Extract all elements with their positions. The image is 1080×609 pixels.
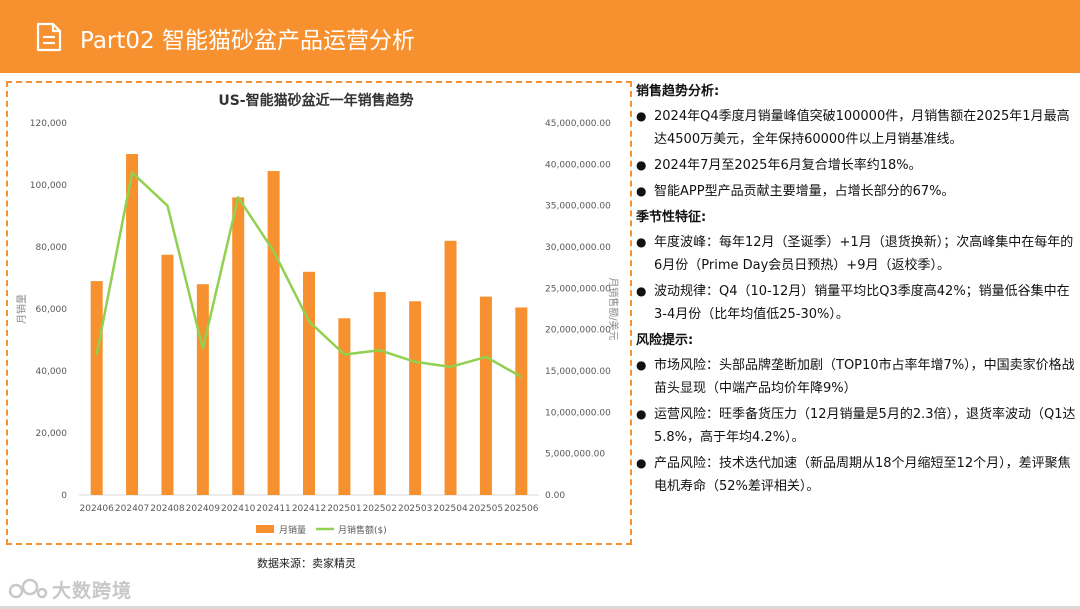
page-title: Part02 智能猫砂盆产品运营分析 bbox=[80, 28, 415, 54]
y-axis-label: 月销量 bbox=[15, 294, 28, 324]
bullet-item: 2024年7月至2025年6月复合增长率约18%。 bbox=[636, 154, 1076, 177]
line-point bbox=[343, 353, 345, 355]
line-point bbox=[96, 353, 98, 355]
header-bar: Part02 智能猫砂盆产品运营分析 bbox=[0, 0, 1080, 73]
x-tick-label: 202406 bbox=[80, 504, 115, 514]
bottom-divider bbox=[0, 606, 1080, 609]
legend-bar-label: 月销量 bbox=[279, 524, 306, 536]
line-point bbox=[450, 366, 452, 368]
x-tick-label: 202503 bbox=[398, 504, 432, 514]
x-tick-label: 202407 bbox=[115, 504, 149, 514]
bar bbox=[515, 307, 528, 495]
sales-trend-chart: US-智能猫砂盆近一年销售趋势 0 20,000 40,000 60,000 80,000… bbox=[15, 92, 620, 536]
y2-tick-label: 35,000,000.00 bbox=[545, 202, 611, 212]
brand-logo: 大数跨境 bbox=[8, 575, 132, 603]
y-tick-label: 20,000 bbox=[36, 429, 68, 439]
line-point bbox=[414, 361, 416, 363]
y2-tick-label: 45,000,000.00 bbox=[545, 119, 611, 129]
bar bbox=[267, 171, 280, 496]
bullet-item: 市场风险：头部品牌垄断加剧（TOP10市占率年增7%），中国卖家价格战苗头显现（… bbox=[636, 354, 1076, 400]
bullet-item: 智能APP型产品贡献主要增量，占增长部分的67%。 bbox=[636, 180, 1076, 203]
document-icon bbox=[36, 22, 62, 52]
bar bbox=[338, 318, 351, 495]
x-tick-label: 202412 bbox=[292, 504, 326, 514]
x-tick-label: 202411 bbox=[256, 504, 290, 514]
line-point bbox=[308, 320, 310, 322]
x-tick-label: 202409 bbox=[186, 504, 221, 514]
x-tick-label: 202408 bbox=[150, 504, 185, 514]
line-point bbox=[520, 376, 522, 378]
line-point bbox=[202, 348, 204, 350]
bullet-item: 年度波峰：每年12月（圣诞季）+1月（退货换新）；次高峰集中在每年的6月份（Pr… bbox=[636, 231, 1076, 277]
y-tick-label: 0 bbox=[61, 491, 67, 501]
bar bbox=[409, 301, 422, 495]
x-tick-label: 202504 bbox=[433, 504, 468, 514]
y2-tick-label: 5,000,000.00 bbox=[545, 450, 605, 460]
y-tick-label: 100,000 bbox=[30, 181, 67, 191]
y-tick-label: 60,000 bbox=[36, 305, 68, 315]
legend-line-label: 月销售额($) bbox=[338, 524, 387, 536]
line-point bbox=[485, 356, 487, 358]
bar bbox=[126, 154, 139, 495]
logo-mark-icon bbox=[8, 578, 48, 599]
line-point bbox=[166, 205, 168, 207]
bullet-item: 2024年Q4季度月销量峰值突破100000件，月销售额在2025年1月最高达4… bbox=[636, 105, 1076, 151]
bar bbox=[303, 271, 315, 495]
y2-tick-label: 40,000,000.00 bbox=[545, 160, 611, 170]
section-title: 风险提示: bbox=[636, 333, 694, 348]
line-point bbox=[379, 349, 381, 351]
section-title: 销售趋势分析: bbox=[636, 84, 720, 99]
bullet-item: 运营风险：旺季备货压力（12月销量是5月的2.3倍），退货率波动（Q1达5.8%… bbox=[636, 403, 1076, 449]
chart-title: US-智能猫砂盆近一年销售趋势 bbox=[218, 92, 413, 109]
y-tick-label: 40,000 bbox=[36, 367, 68, 377]
y2-tick-label: 10,000,000.00 bbox=[545, 408, 611, 418]
y2-tick-label: 25,000,000.00 bbox=[545, 284, 611, 294]
line-point bbox=[237, 196, 239, 198]
bar bbox=[196, 284, 209, 495]
x-tick-label: 202501 bbox=[327, 504, 361, 514]
y2-axis-label: 月销售额/美元 bbox=[607, 277, 620, 340]
data-source-note: 数据来源：卖家精灵 bbox=[257, 557, 356, 570]
x-tick-label: 202505 bbox=[469, 504, 503, 514]
bar bbox=[232, 197, 245, 495]
bar bbox=[161, 254, 174, 495]
bullet-item: 产品风险：技术迭代加速（新品周期从18个月缩短至12个月），差评聚焦电机寿命（5… bbox=[636, 452, 1076, 498]
line-point bbox=[131, 172, 133, 174]
logo-text: 大数跨境 bbox=[52, 579, 133, 602]
bar bbox=[373, 291, 386, 495]
y-tick-label: 80,000 bbox=[36, 243, 68, 253]
legend-bar-swatch bbox=[256, 525, 274, 533]
bar bbox=[90, 281, 103, 495]
x-tick-label: 202410 bbox=[221, 504, 256, 514]
y2-tick-label: 0.00 bbox=[545, 491, 565, 501]
line-point bbox=[273, 250, 275, 252]
bar bbox=[479, 296, 492, 495]
x-tick-label: 202502 bbox=[363, 504, 397, 514]
y2-tick-label: 20,000,000.00 bbox=[545, 326, 611, 336]
analysis-panel: 销售趋势分析: 2024年Q4季度月销量峰值突破100000件，月销售额在2025… bbox=[636, 80, 1076, 501]
y2-tick-label: 30,000,000.00 bbox=[545, 243, 611, 253]
section-title: 季节性特征: bbox=[636, 210, 707, 225]
bullet-item: 波动规律：Q4（10-12月）销量平均比Q3季度高42%；销量低谷集中在3-4月… bbox=[636, 280, 1076, 326]
y2-tick-label: 15,000,000.00 bbox=[545, 367, 611, 377]
y-tick-label: 120,000 bbox=[30, 119, 67, 129]
x-tick-label: 202506 bbox=[504, 504, 539, 514]
chart-frame bbox=[6, 81, 632, 545]
